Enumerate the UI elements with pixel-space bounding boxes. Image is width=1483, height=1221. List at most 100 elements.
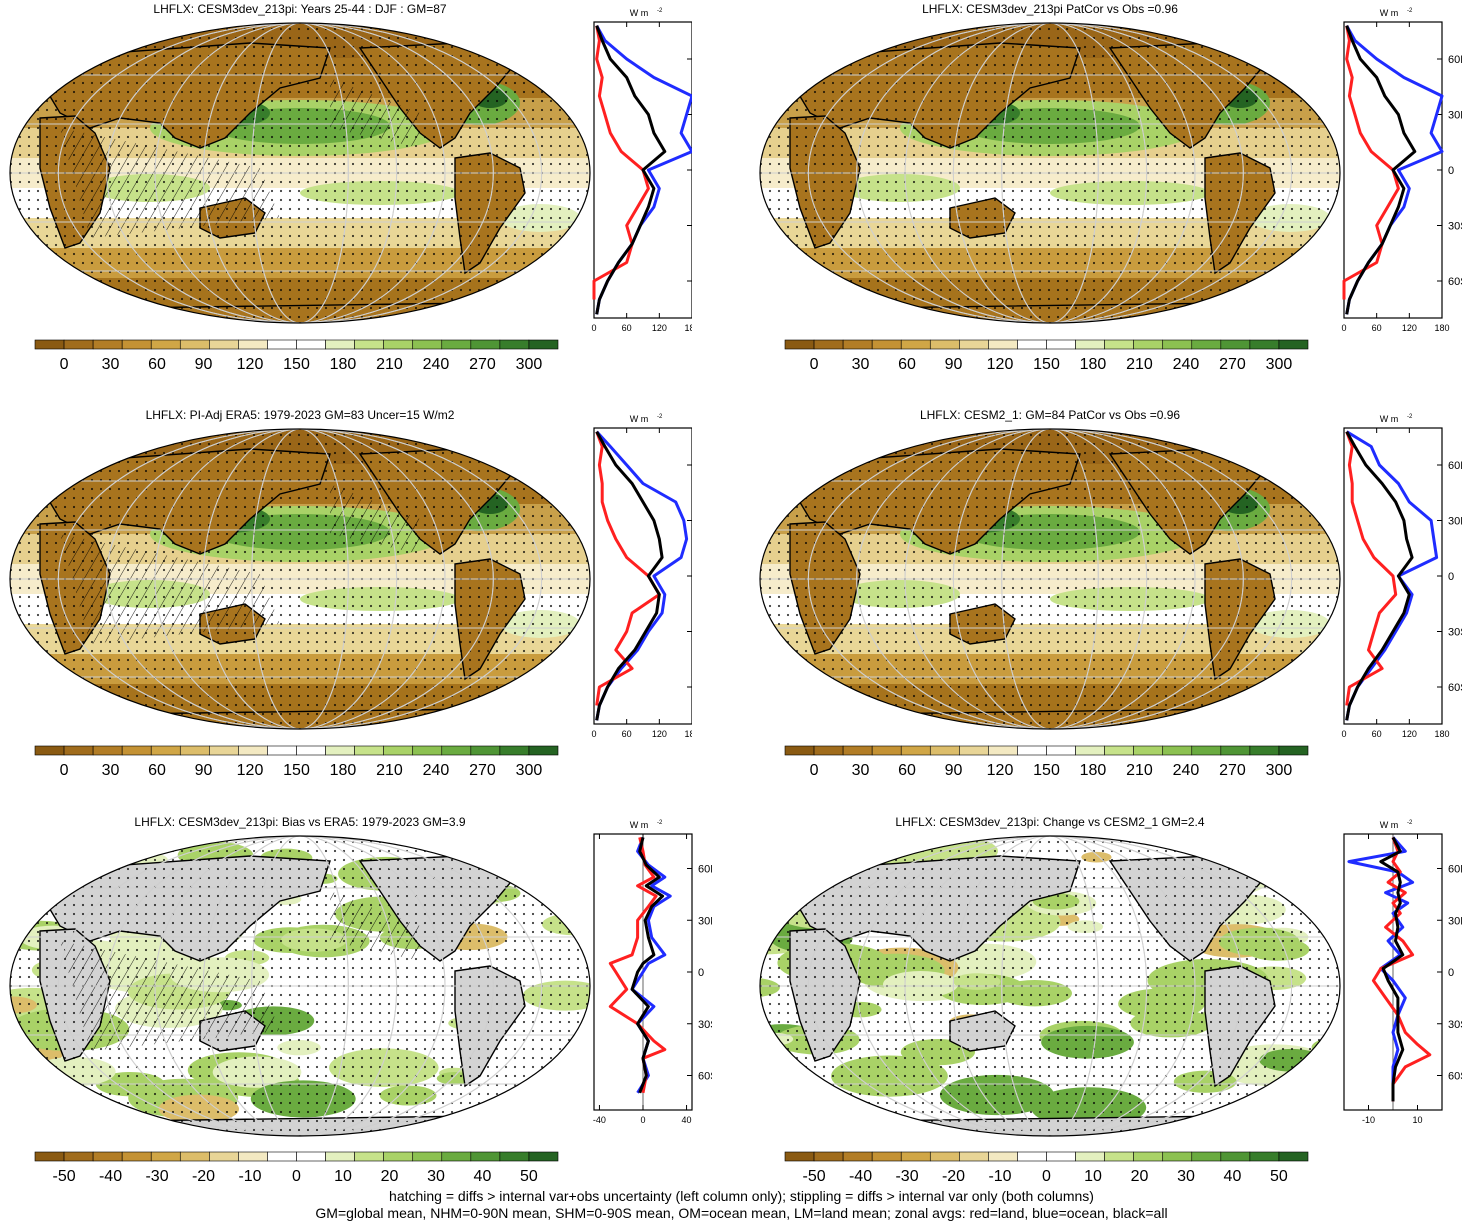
graticule-meridian: [251, 836, 349, 1136]
colorbar-abs: 0 30 60 90 120 150 180 210 240 270 300: [34, 745, 559, 779]
graticule-meridian: [807, 836, 1293, 1136]
colorbar-box: [1191, 1151, 1222, 1162]
lat-label: 30N: [1448, 110, 1462, 122]
colorbar-label: 30: [852, 762, 870, 779]
units-exponent: -2: [1407, 8, 1413, 14]
colorbar-box: [1133, 1151, 1164, 1162]
x-label: 60: [1372, 729, 1382, 739]
graticule-meridian: [807, 23, 1293, 323]
colorbar-label: 270: [469, 762, 496, 779]
colorbar-box: [92, 339, 123, 350]
colorbar-box: [842, 339, 873, 350]
x-label: 180: [1434, 323, 1449, 333]
colorbar-box: [1278, 1151, 1309, 1162]
x-label: 0: [591, 323, 596, 333]
flux-anomaly: [14, 1095, 98, 1125]
x-label: 10: [1412, 1115, 1422, 1125]
lat-label: 30S: [1448, 221, 1462, 233]
colorbar-box: [179, 745, 210, 756]
graticule-meridian: [251, 23, 349, 323]
colorbar-box: [325, 745, 355, 756]
colorbar-box: [1220, 1151, 1251, 1162]
colorbar-diff: -50 -40 -30 -20 -10 0 10 20 30 40 50: [784, 1151, 1309, 1185]
colorbar-box: [813, 339, 844, 350]
lat-label: 60S: [1448, 1071, 1462, 1083]
colorbar-label: -40: [99, 1168, 122, 1185]
colorbar-label: 60: [898, 762, 916, 779]
colorbar-label: 210: [376, 356, 403, 373]
colorbar-label: 0: [292, 1168, 301, 1185]
graticule-meridian: [154, 836, 446, 1136]
colorbar-box: [784, 1151, 815, 1162]
colorbar-box: [1133, 339, 1164, 350]
lat-label: 0: [698, 967, 704, 979]
panel-title: LHFLX: CESM3dev_213pi: Years 25-44 : DJF…: [153, 2, 447, 16]
graticule-meridian: [202, 429, 398, 729]
colorbar-box: [267, 1151, 297, 1162]
colorbar-label: 270: [469, 356, 496, 373]
colorbar-abs: 0 30 60 90 120 150 180 210 240 270 300: [784, 339, 1309, 373]
colorbar-box: [1220, 745, 1251, 756]
units-label: W m: [1380, 414, 1399, 424]
colorbar-label: 30: [852, 356, 870, 373]
footer-note-2: GM=global mean, NHM=0-90N mean, SHM=0-90…: [315, 1205, 1168, 1221]
graticule-meridian: [1001, 429, 1099, 729]
colorbar-label: 90: [195, 762, 213, 779]
colorbar-box: [150, 339, 181, 350]
colorbar-box: [412, 745, 443, 756]
colorbar-label: 240: [423, 762, 450, 779]
colorbar-box: [1017, 1151, 1047, 1162]
colorbar-label: 210: [1126, 762, 1153, 779]
lat-label: 0: [1448, 165, 1454, 177]
zonal-frame: [593, 21, 692, 319]
colorbar-box: [499, 1151, 530, 1162]
x-label: 60: [622, 729, 632, 739]
colorbar-box: [209, 1151, 239, 1162]
units-exponent: -2: [1407, 820, 1413, 826]
graticule-meridian: [57, 429, 543, 729]
map-border: [9, 428, 591, 730]
map-change: [759, 835, 1341, 1137]
colorbar-label: 300: [1266, 356, 1293, 373]
panel-title: LHFLX: CESM3dev_213pi: Bias vs ERA5: 197…: [134, 815, 466, 829]
colorbar-box: [92, 1151, 123, 1162]
colorbar-label: -10: [238, 1168, 261, 1185]
zonal-mean-plot: W m-260N30N030S60S060120180: [591, 8, 692, 333]
colorbar-label: 210: [376, 762, 403, 779]
colorbar-box: [842, 745, 873, 756]
colorbar-label: 60: [148, 762, 166, 779]
colorbar-box: [1249, 339, 1280, 350]
graticule-meridian: [807, 429, 1293, 729]
colorbar-label: 120: [237, 356, 264, 373]
colorbar-box: [441, 339, 472, 350]
colorbar-box: [784, 745, 815, 756]
colorbar-box: [441, 745, 472, 756]
colorbar-box: [929, 745, 960, 756]
lat-label: 60N: [698, 864, 712, 876]
graticule-meridian: [952, 429, 1148, 729]
colorbar-box: [63, 1151, 94, 1162]
colorbar-box: [1220, 339, 1251, 350]
colorbar-label: 180: [1080, 356, 1107, 373]
colorbar-box: [470, 1151, 501, 1162]
colorbar-label: 120: [987, 762, 1014, 779]
map-cesm2: [759, 428, 1341, 730]
zonal-frame: [593, 427, 692, 725]
colorbar-box: [238, 339, 268, 350]
colorbar-box: [900, 339, 931, 350]
map-border: [759, 835, 1341, 1137]
x-label: 0: [591, 729, 596, 739]
x-label: -10: [1362, 1115, 1375, 1125]
flux-anomaly: [1266, 844, 1324, 865]
x-label: 0: [1341, 729, 1346, 739]
colorbar-label: 150: [283, 762, 310, 779]
colorbar-label: 150: [1033, 762, 1060, 779]
colorbar-label: 50: [1270, 1168, 1288, 1185]
colorbar-diff: -50 -40 -30 -20 -10 0 10 20 30 40 50: [34, 1151, 559, 1185]
land-series: [1371, 836, 1432, 1102]
colorbar-label: -10: [988, 1168, 1011, 1185]
graticule-meridian: [952, 23, 1148, 323]
colorbar-box: [354, 1151, 384, 1162]
hatching: [60, 484, 420, 644]
map-border: [9, 835, 591, 1137]
